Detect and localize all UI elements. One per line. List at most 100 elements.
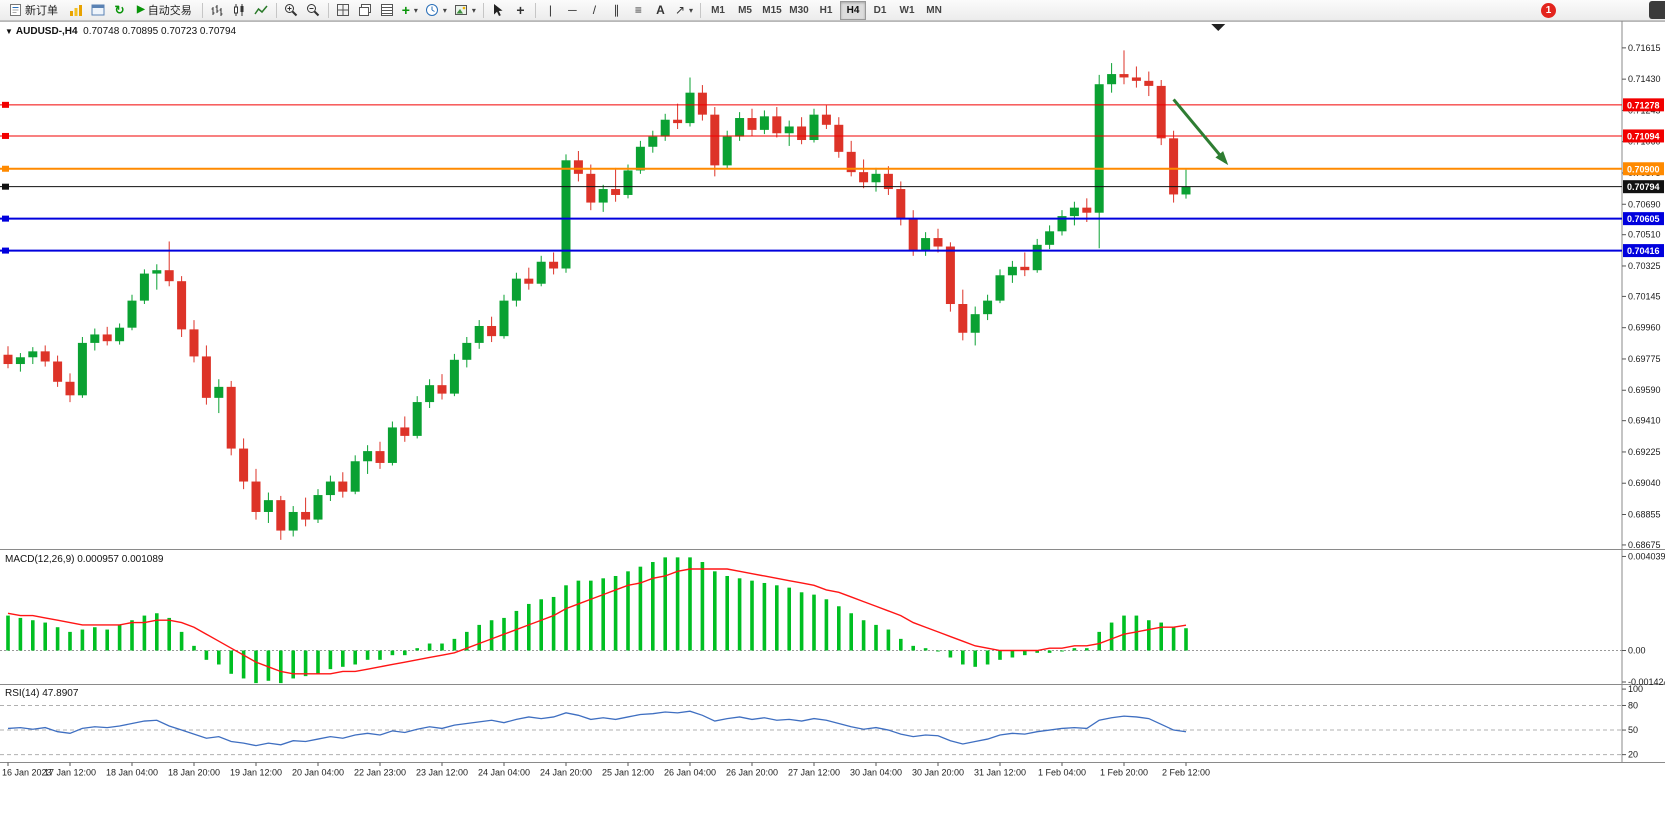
svg-text:0.71430: 0.71430 xyxy=(1628,74,1661,84)
text-tool-icon: A xyxy=(656,3,665,17)
template-picture-icon xyxy=(454,5,467,15)
svg-text:0.70900: 0.70900 xyxy=(1627,164,1660,174)
svg-text:30 Jan 04:00: 30 Jan 04:00 xyxy=(850,768,902,778)
svg-text:17 Jan 12:00: 17 Jan 12:00 xyxy=(44,768,96,778)
svg-text:1 Feb 04:00: 1 Feb 04:00 xyxy=(1038,768,1086,778)
svg-text:0.71615: 0.71615 xyxy=(1628,43,1661,53)
chart-area: 0.716150.714300.712450.710600.708750.706… xyxy=(0,21,1665,781)
svg-text:0.70690: 0.70690 xyxy=(1628,199,1661,209)
toolbar-separator xyxy=(275,2,277,18)
timeframe-mn-button[interactable]: MN xyxy=(921,1,947,20)
svg-text:0.70794: 0.70794 xyxy=(1627,182,1660,192)
svg-text:20 Jan 04:00: 20 Jan 04:00 xyxy=(292,768,344,778)
vertical-line-icon: | xyxy=(548,3,552,17)
fibonacci-button[interactable]: ≡ xyxy=(628,1,649,20)
svg-text:0.70416: 0.70416 xyxy=(1627,246,1660,256)
periods-button[interactable]: ▾ xyxy=(422,1,450,20)
svg-text:0.00: 0.00 xyxy=(1628,646,1646,656)
timeframe-m15-button[interactable]: M15 xyxy=(759,1,785,20)
cascade-windows-button[interactable] xyxy=(355,1,376,20)
trendline-button[interactable]: / xyxy=(584,1,605,20)
svg-text:0.71094: 0.71094 xyxy=(1627,131,1660,141)
svg-text:0.70145: 0.70145 xyxy=(1628,291,1661,301)
arrows-caret-icon: ▾ xyxy=(689,5,694,15)
svg-text:0.70510: 0.70510 xyxy=(1628,230,1661,240)
toolbar-separator xyxy=(700,2,702,18)
trendline-icon: / xyxy=(592,3,597,17)
svg-text:16 Jan 2023: 16 Jan 2023 xyxy=(2,768,52,778)
horizontal-line-button[interactable]: ─ xyxy=(562,1,583,20)
arrows-tool-button[interactable]: ↗ ▾ xyxy=(672,1,696,20)
indicators-caret-icon: ▾ xyxy=(413,5,418,15)
timeframe-w1-button[interactable]: W1 xyxy=(894,1,920,20)
line-chart-button[interactable] xyxy=(251,1,272,20)
templates-button[interactable]: ▾ xyxy=(451,1,479,20)
autotrading-label: 自动交易 xyxy=(147,5,192,17)
svg-text:20: 20 xyxy=(1628,750,1638,760)
new-chart-icon xyxy=(69,5,82,16)
svg-text:0.71278: 0.71278 xyxy=(1627,100,1660,110)
svg-text:22 Jan 23:00: 22 Jan 23:00 xyxy=(354,768,406,778)
svg-text:1 Feb 20:00: 1 Feb 20:00 xyxy=(1100,768,1148,778)
arrows-tool-icon: ↗ xyxy=(674,3,685,17)
chart-menu-caret-icon[interactable]: ▼ xyxy=(5,27,13,36)
svg-text:0.69960: 0.69960 xyxy=(1628,323,1661,333)
toolbar-overflow-button[interactable] xyxy=(1649,1,1665,19)
bar-chart-button[interactable] xyxy=(207,1,228,20)
svg-text:0.70325: 0.70325 xyxy=(1628,261,1661,271)
refresh-button[interactable]: ↻ xyxy=(109,1,130,20)
profiles-button[interactable] xyxy=(87,1,108,20)
crosshair-button[interactable]: + xyxy=(510,1,531,20)
new-order-icon xyxy=(10,4,21,16)
equidistant-channel-button[interactable]: ∥ xyxy=(606,1,627,20)
indicators-add-icon: + xyxy=(401,2,410,18)
refresh-icon: ↻ xyxy=(114,3,125,17)
clock-icon xyxy=(425,4,438,16)
zoom-out-button[interactable] xyxy=(303,1,324,20)
bar-chart-icon xyxy=(211,5,223,16)
notification-badge[interactable]: 1 xyxy=(1541,3,1556,18)
new-order-button[interactable]: 新订单 xyxy=(3,1,64,20)
vertical-line-button[interactable]: | xyxy=(540,1,561,20)
cursor-button[interactable] xyxy=(488,1,509,20)
timeframe-d1-button[interactable]: D1 xyxy=(867,1,893,20)
data-window-button[interactable] xyxy=(377,1,398,20)
fibonacci-icon: ≡ xyxy=(634,3,642,17)
text-tool-button[interactable]: A xyxy=(650,1,671,20)
periods-caret-icon: ▾ xyxy=(442,5,447,15)
svg-text:18 Jan 20:00: 18 Jan 20:00 xyxy=(168,768,220,778)
horizontal-line-icon: ─ xyxy=(568,3,577,17)
profiles-icon xyxy=(91,4,104,16)
timeframe-m1-button[interactable]: M1 xyxy=(705,1,731,20)
timeframe-m30-button[interactable]: M30 xyxy=(786,1,812,20)
svg-text:24 Jan 20:00: 24 Jan 20:00 xyxy=(540,768,592,778)
svg-text:0.68675: 0.68675 xyxy=(1628,540,1661,550)
svg-text:24 Jan 04:00: 24 Jan 04:00 xyxy=(478,768,530,778)
timeframe-h1-button[interactable]: H1 xyxy=(813,1,839,20)
svg-text:0.69410: 0.69410 xyxy=(1628,416,1661,426)
svg-text:25 Jan 12:00: 25 Jan 12:00 xyxy=(602,768,654,778)
bottom-empty-area xyxy=(0,781,1665,833)
toolbar-separator xyxy=(201,2,203,18)
autotrading-button[interactable]: ▶ 自动交易 xyxy=(131,1,198,20)
timeframe-h4-button[interactable]: H4 xyxy=(840,0,867,20)
autotrading-play-icon: ▶ xyxy=(137,4,145,15)
svg-text:27 Jan 12:00: 27 Jan 12:00 xyxy=(788,768,840,778)
cursor-icon xyxy=(494,4,503,16)
svg-text:80: 80 xyxy=(1628,700,1638,710)
new-chart-button[interactable] xyxy=(65,1,86,20)
zoom-in-button[interactable] xyxy=(281,1,302,20)
svg-text:19 Jan 12:00: 19 Jan 12:00 xyxy=(230,768,282,778)
templates-caret-icon: ▾ xyxy=(471,5,476,15)
svg-text:0.68855: 0.68855 xyxy=(1628,510,1661,520)
candlestick-chart-button[interactable] xyxy=(229,1,250,20)
indicators-button[interactable]: + ▾ xyxy=(399,1,421,20)
timeframe-m5-button[interactable]: M5 xyxy=(732,1,758,20)
zoom-in-icon xyxy=(285,4,298,17)
svg-text:31 Jan 12:00: 31 Jan 12:00 xyxy=(974,768,1026,778)
data-window-icon xyxy=(381,4,394,16)
svg-text:30 Jan 20:00: 30 Jan 20:00 xyxy=(912,768,964,778)
price-chart[interactable]: 0.716150.714300.712450.710600.708750.706… xyxy=(0,21,1665,781)
tile-windows-button[interactable] xyxy=(333,1,354,20)
svg-text:2 Feb 12:00: 2 Feb 12:00 xyxy=(1162,768,1210,778)
